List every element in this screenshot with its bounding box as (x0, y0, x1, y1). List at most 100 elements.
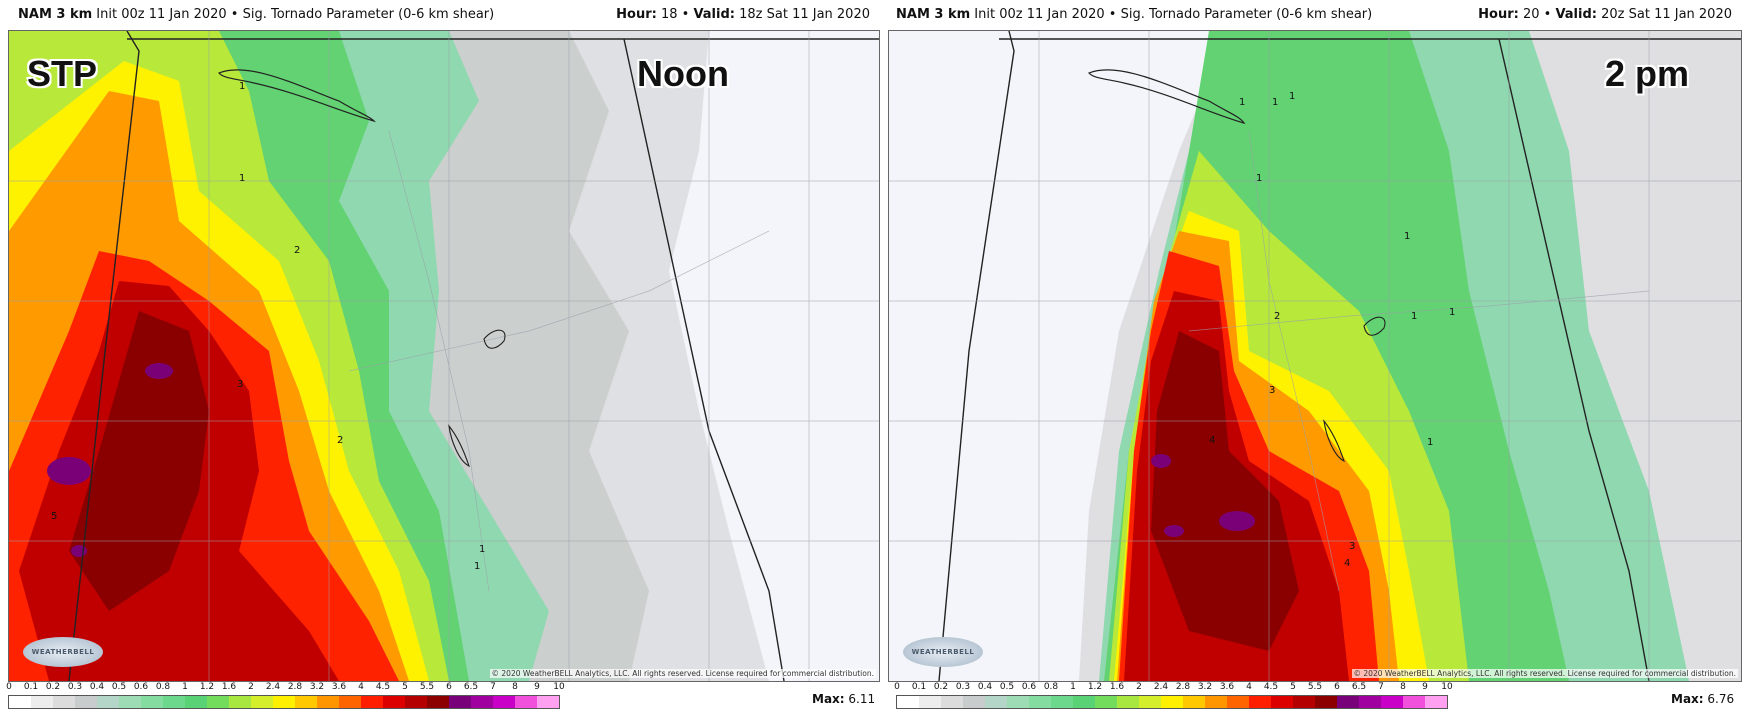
colorbar-tick: 1 (1070, 682, 1076, 692)
colorbar-tick: 0.3 (67, 682, 83, 692)
colorbar-tick: 0.5 (999, 682, 1015, 692)
colorbar-tick: 0.5 (111, 682, 127, 692)
colorbar-tick: 5 (402, 682, 408, 692)
colorbar-tick: 5.5 (419, 682, 435, 692)
colorbar-swatch (229, 696, 251, 708)
colorbar-swatch (75, 696, 97, 708)
contour-label: 3 (1269, 385, 1275, 396)
colorbar-tick: 1.2 (1087, 682, 1103, 692)
colorbar-swatch (493, 696, 515, 708)
valid-value: 18z Sat 11 Jan 2020 (734, 7, 870, 22)
map-panel-right: NAM 3 km Init 00z 11 Jan 2020 • Sig. Tor… (886, 0, 1742, 714)
colorbar-swatch (119, 696, 141, 708)
colorbar-tick: 4 (1246, 682, 1252, 692)
colorbar-tick: 1.2 (199, 682, 215, 692)
colorbar-swatch (163, 696, 185, 708)
map-panel-left: NAM 3 km Init 00z 11 Jan 2020 • Sig. Tor… (6, 7, 880, 709)
overlay-time-label: Noon (637, 53, 729, 94)
contour-label: 3 (1349, 541, 1355, 552)
colorbar-swatch (1095, 696, 1117, 708)
contour-label: 1 (1239, 97, 1245, 108)
max-value-label: Max: 6.76 (1671, 692, 1735, 706)
colorbar-swatch (53, 696, 75, 708)
colorbar-swatch (1359, 696, 1381, 708)
colorbar-swatch (1117, 696, 1139, 708)
colorbar-swatch (1293, 696, 1315, 708)
colorbar-swatch (273, 696, 295, 708)
contour-label: 1 (1272, 97, 1278, 108)
colorbar-tick: 4.5 (1263, 682, 1279, 692)
hour-value: 20 • (1518, 7, 1556, 22)
colorbar-tick: 2 (1136, 682, 1142, 692)
map-area: 1 1 1 1 1 2 1 1 3 4 1 3 4 2 pm WEATHERBE… (888, 30, 1742, 682)
colorbar-tick: 6 (1334, 682, 1340, 692)
contour-label: 2 (294, 245, 300, 256)
colorbar-tick: 2.4 (265, 682, 281, 692)
colorbar-swatch (1271, 696, 1293, 708)
colorbar-tick: 0.2 (933, 682, 949, 692)
colorbar-swatches (8, 695, 560, 709)
contour-label: 2 (337, 435, 343, 446)
weatherbell-logo: WEATHERBELL (903, 637, 983, 667)
colorbar-swatch (9, 696, 31, 708)
model-name: NAM 3 km (896, 7, 971, 22)
colorbar-swatch (427, 696, 449, 708)
model-name: NAM 3 km (18, 7, 93, 22)
colorbar-swatch (919, 696, 941, 708)
colorbar-swatch (985, 696, 1007, 708)
colorbar-tick: 1.6 (221, 682, 237, 692)
colorbar-swatch (251, 696, 273, 708)
colorbar-tick: 2 (248, 682, 254, 692)
colorbar-swatch (449, 696, 471, 708)
colorbar-swatch (97, 696, 119, 708)
colorbar-swatch (1139, 696, 1161, 708)
colorbar-tick: 7 (490, 682, 496, 692)
colorbar-swatch (317, 696, 339, 708)
colorbar-swatch (941, 696, 963, 708)
colorbar-swatch (1073, 696, 1095, 708)
init-text: Init 00z 11 Jan 2020 • Sig. Tornado Para… (92, 7, 495, 22)
contour-label: 5 (51, 511, 57, 522)
colorbar-tick: 2.8 (287, 682, 303, 692)
colorbar-tick: 9 (534, 682, 540, 692)
colorbar-swatch (471, 696, 493, 708)
colorbar-swatch (537, 696, 559, 708)
colorbar-swatch (1315, 696, 1337, 708)
colorbar-swatch (1007, 696, 1029, 708)
stp-field-map: 1 1 2 3 2 5 1 1 (9, 31, 879, 681)
colorbar-swatch (1425, 696, 1447, 708)
colorbar-swatch (339, 696, 361, 708)
colorbar-swatch (185, 696, 207, 708)
colorbar-swatch (1227, 696, 1249, 708)
weatherbell-logo: WEATHERBELL (23, 637, 103, 667)
colorbar-tick: 3.2 (1197, 682, 1213, 692)
contour-label: 1 (1427, 437, 1433, 448)
colorbar-swatch (1029, 696, 1051, 708)
panel-header: NAM 3 km Init 00z 11 Jan 2020 • Sig. Tor… (886, 0, 1742, 30)
colorbar-swatch (515, 696, 537, 708)
colorbar-swatch (1051, 696, 1073, 708)
colorbar-tick: 0.2 (45, 682, 61, 692)
hour-label: Hour: (616, 7, 657, 22)
colorbar-tick: 6.5 (1351, 682, 1367, 692)
valid-value: 20z Sat 11 Jan 2020 (1596, 7, 1732, 22)
contour-label: 1 (1256, 173, 1262, 184)
colorbar-swatch (1205, 696, 1227, 708)
contour-label: 1 (1289, 91, 1295, 102)
overlay-title-left: STP (27, 53, 98, 94)
contour-label: 1 (1411, 311, 1417, 322)
colorbar-tick: 0.8 (1043, 682, 1059, 692)
colorbar-swatch (31, 696, 53, 708)
hour-value: 18 • (656, 7, 694, 22)
colorbar-tick: 0.1 (911, 682, 927, 692)
contour-label: 1 (479, 544, 485, 555)
colorbar-tick: 0.4 (89, 682, 105, 692)
valid-label: Valid: (1555, 7, 1597, 22)
colorbar-tick: 10 (553, 682, 565, 692)
colorbar-swatch (361, 696, 383, 708)
colorbar-swatch (295, 696, 317, 708)
colorbar-swatch (963, 696, 985, 708)
colorbar-tick: 2.8 (1175, 682, 1191, 692)
colorbar-tick: 1.6 (1109, 682, 1125, 692)
colorbar-tick: 8 (1400, 682, 1406, 692)
